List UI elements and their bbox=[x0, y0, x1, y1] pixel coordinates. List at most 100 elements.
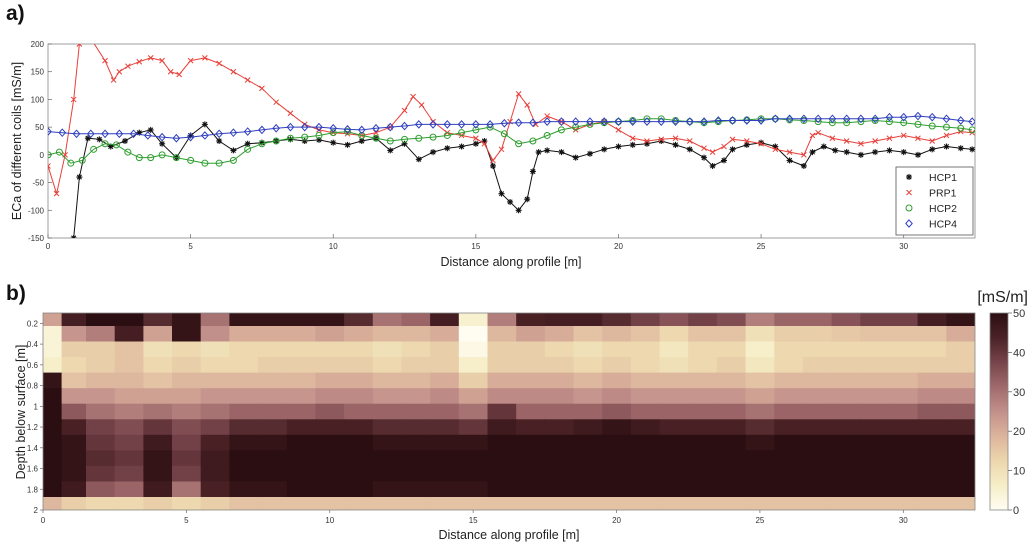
data-point-prp1 bbox=[815, 129, 821, 136]
heatmap-cell bbox=[831, 450, 861, 467]
heatmap-cell bbox=[315, 434, 345, 451]
heatmap-cell bbox=[286, 450, 317, 467]
heatmap-cell bbox=[573, 357, 603, 374]
data-point-hcp4 bbox=[272, 123, 281, 133]
heatmap-cell bbox=[573, 450, 603, 467]
heatmap-x-tick-label: 25 bbox=[755, 516, 764, 525]
heatmap-cell bbox=[114, 497, 144, 510]
heatmap-cell bbox=[946, 403, 975, 420]
heatmap-cell bbox=[802, 497, 833, 510]
heatmap-cell bbox=[200, 497, 230, 510]
data-point-hcp2 bbox=[343, 128, 351, 136]
data-point-hcp4 bbox=[543, 117, 552, 126]
heatmap-cell bbox=[659, 326, 689, 343]
heatmap-cell bbox=[344, 419, 374, 436]
data-point-hcp2 bbox=[215, 159, 223, 167]
heatmap-cell bbox=[831, 403, 861, 420]
heatmap-cell bbox=[573, 465, 603, 483]
heatmap-cell bbox=[516, 497, 546, 510]
heatmap-cell bbox=[688, 357, 718, 374]
data-point-hcp4 bbox=[742, 116, 751, 125]
data-point-hcp1 bbox=[444, 145, 451, 152]
heatmap-cell bbox=[688, 434, 718, 451]
heatmap-cell bbox=[917, 341, 947, 358]
data-point-prp1 bbox=[644, 138, 650, 144]
heatmap-cell bbox=[114, 419, 144, 436]
heatmap-cell bbox=[487, 372, 517, 389]
heatmap-cell bbox=[258, 419, 288, 436]
heatmap-cell bbox=[889, 326, 919, 343]
data-point-hcp1 bbox=[786, 157, 793, 164]
heatmap-cell bbox=[889, 313, 919, 327]
data-point-prp1 bbox=[70, 96, 77, 103]
heatmap-y-tick-label: 0.8 bbox=[27, 382, 39, 391]
heatmap-cell bbox=[458, 313, 489, 327]
data-point-prp1 bbox=[53, 190, 60, 197]
data-point-prp1 bbox=[686, 138, 693, 144]
heatmap-cell bbox=[143, 388, 173, 405]
heatmap-cell bbox=[172, 434, 202, 451]
heatmap-cell bbox=[774, 434, 804, 451]
heatmap-cell bbox=[172, 357, 202, 374]
heatmap-cell bbox=[43, 357, 63, 374]
heatmap-cell bbox=[602, 450, 632, 467]
heatmap-cell bbox=[688, 497, 718, 510]
heatmap-cell bbox=[716, 357, 747, 374]
heatmap-cell bbox=[831, 481, 861, 498]
heatmap-cell bbox=[630, 372, 661, 389]
data-point-hcp1 bbox=[809, 149, 816, 156]
data-point-hcp1 bbox=[857, 151, 864, 158]
heatmap-cell bbox=[143, 341, 173, 358]
heatmap-cell bbox=[573, 341, 603, 358]
heatmap-cell bbox=[860, 419, 890, 436]
data-point-hcp1 bbox=[586, 150, 593, 157]
heatmap-cell bbox=[716, 465, 747, 483]
heatmap-cell bbox=[200, 357, 230, 374]
colorbar-tick-label: 50 bbox=[1013, 308, 1025, 320]
data-point-hcp4 bbox=[614, 117, 623, 126]
data-point-hcp2 bbox=[55, 148, 63, 156]
heatmap-cell bbox=[573, 419, 603, 436]
data-point-prp1 bbox=[116, 68, 123, 75]
heatmap-cell bbox=[200, 465, 230, 483]
heatmap-cell bbox=[172, 372, 202, 389]
heatmap-cell bbox=[516, 481, 546, 498]
data-point-prp1 bbox=[187, 57, 194, 64]
data-point-hcp2 bbox=[112, 141, 120, 149]
heatmap-cell bbox=[401, 434, 431, 451]
heatmap-cell bbox=[889, 497, 919, 510]
data-point-hcp2 bbox=[828, 119, 836, 127]
heatmap-cell bbox=[516, 465, 546, 483]
heatmap-cell bbox=[544, 357, 575, 374]
heatmap-cell bbox=[200, 341, 230, 358]
data-point-hcp1 bbox=[658, 138, 665, 144]
heatmap-cell bbox=[172, 388, 202, 405]
heatmap-cell bbox=[831, 465, 861, 483]
data-point-hcp2 bbox=[67, 159, 75, 167]
heatmap-cell bbox=[315, 403, 345, 420]
heatmap-cell bbox=[889, 481, 919, 498]
heatmap-cell bbox=[86, 434, 116, 451]
heatmap-cell bbox=[286, 357, 317, 374]
heatmap-cells bbox=[43, 313, 975, 510]
heatmap-cell bbox=[602, 434, 632, 451]
line-chart-y-tick-label: -50 bbox=[32, 179, 44, 188]
data-point-prp1 bbox=[829, 135, 836, 142]
data-point-hcp4 bbox=[457, 120, 466, 129]
heatmap-cell bbox=[114, 403, 144, 420]
heatmap-cell bbox=[688, 450, 718, 467]
data-point-hcp2 bbox=[885, 118, 893, 126]
heatmap-cell bbox=[917, 481, 947, 498]
data-point-hcp4 bbox=[372, 123, 380, 133]
data-point-prp1 bbox=[709, 149, 716, 155]
heatmap-cell bbox=[774, 357, 804, 374]
legend-marker-hcp2 bbox=[905, 204, 913, 212]
data-point-hcp2 bbox=[928, 122, 936, 130]
heatmap-cell bbox=[229, 372, 259, 389]
heatmap-cell bbox=[860, 357, 890, 374]
data-point-hcp4 bbox=[58, 128, 67, 138]
data-point-prp1 bbox=[900, 132, 907, 139]
heatmap-cell bbox=[315, 326, 345, 343]
heatmap-cell bbox=[659, 481, 689, 498]
heatmap-cell bbox=[430, 341, 460, 358]
